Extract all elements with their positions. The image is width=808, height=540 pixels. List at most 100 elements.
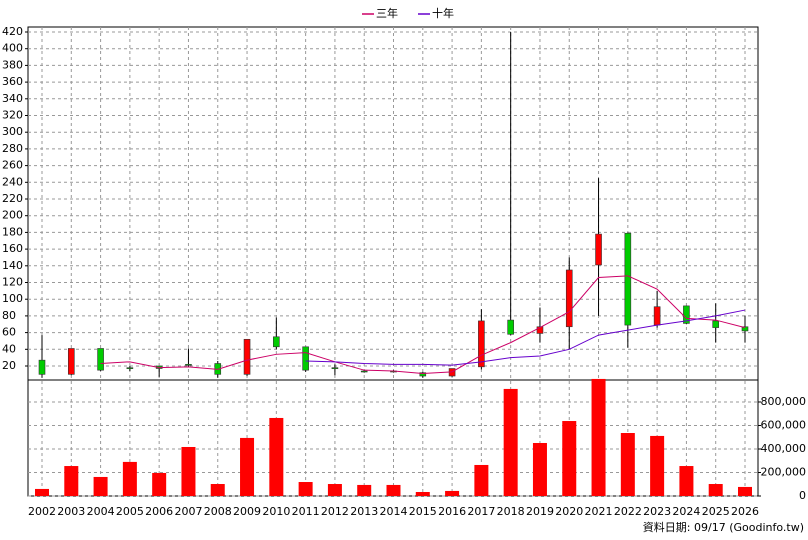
volume-bar [591, 378, 606, 496]
x-tick-label: 2022 [614, 505, 642, 518]
y-tick-label: 160 [2, 242, 23, 255]
candle-body [683, 305, 690, 324]
y-tick-label: 20 [2, 359, 16, 372]
volume-bar [327, 484, 342, 496]
candle-body [360, 370, 368, 373]
y-tick-label: 40 [2, 342, 16, 355]
x-tick-label: 2005 [116, 505, 144, 518]
volume-bar [386, 484, 401, 496]
volume-bar [122, 461, 137, 496]
x-tick-label: 2026 [731, 505, 759, 518]
x-tick-label: 2011 [292, 505, 320, 518]
x-tick-label: 2016 [438, 505, 466, 518]
y-tick-label: 420 [2, 25, 23, 38]
x-tick-label: 2015 [409, 505, 437, 518]
legend-label: 十年 [432, 6, 454, 20]
volume-bar [415, 492, 430, 496]
candle-body [302, 346, 309, 371]
candle-body [243, 338, 251, 375]
volume-bar [445, 490, 460, 496]
y-tick-label: 200 [2, 209, 23, 222]
volume-bar [269, 417, 284, 496]
y-tick-label: 100 [2, 292, 23, 305]
x-tick-label: 2003 [57, 505, 85, 518]
volume-bar [64, 466, 79, 496]
x-tick-label: 2002 [28, 505, 56, 518]
candle-body [595, 233, 602, 266]
x-tick-label: 2019 [526, 505, 554, 518]
y-tick-label: 360 [2, 75, 23, 88]
volume-bar [532, 442, 547, 496]
y2-tick-label: 600,000 [761, 418, 807, 431]
y-tick-label: 240 [2, 175, 23, 188]
x-tick-label: 2012 [321, 505, 349, 518]
volume-bar [181, 446, 196, 496]
x-tick-label: 2009 [233, 505, 261, 518]
x-tick-label: 2017 [467, 505, 495, 518]
volume-bar [620, 433, 635, 496]
x-tick-label: 2025 [702, 505, 730, 518]
ma-line [100, 275, 746, 375]
y2-tick-label: 400,000 [761, 442, 807, 455]
candle-body [507, 319, 514, 335]
x-tick-label: 2004 [87, 505, 115, 518]
y2-tick-label: 0 [799, 489, 806, 502]
y-tick-label: 380 [2, 58, 23, 71]
y-tick-label: 340 [2, 92, 23, 105]
x-tick-label: 2023 [643, 505, 671, 518]
y-tick-label: 260 [2, 159, 23, 172]
y-tick-label: 180 [2, 225, 23, 238]
volume-bar [93, 476, 108, 496]
candle-body [126, 367, 134, 369]
volume-bar [298, 482, 313, 496]
y-tick-label: 140 [2, 259, 23, 272]
x-tick-label: 2014 [380, 505, 408, 518]
y-tick-label: 320 [2, 109, 23, 122]
x-tick-label: 2020 [555, 505, 583, 518]
candle-body [653, 306, 661, 326]
volume-bar [562, 421, 577, 496]
candle-body [478, 320, 485, 368]
volume-bar [357, 484, 372, 496]
volume-bar [503, 388, 518, 496]
volume-bar [474, 464, 489, 496]
volume-bar [650, 435, 665, 496]
volume-bar [240, 437, 255, 496]
candle-body [741, 326, 749, 332]
y-tick-label: 220 [2, 192, 23, 205]
volume-bar [152, 472, 167, 496]
x-tick-label: 2007 [174, 505, 202, 518]
volume-bar [210, 484, 225, 496]
y-tick-label: 60 [2, 326, 16, 339]
x-tick-label: 2008 [204, 505, 232, 518]
candle-body [624, 232, 632, 326]
volume-bar [708, 484, 723, 496]
candle-body [97, 348, 104, 371]
volume-bar [738, 486, 752, 496]
volume-bar [679, 466, 694, 496]
candle-body [565, 269, 573, 328]
y2-tick-label: 200,000 [761, 465, 807, 478]
y2-tick-label: 800,000 [761, 395, 807, 408]
candle-body [67, 348, 75, 375]
y-tick-label: 300 [2, 125, 23, 138]
y-tick-label: 400 [2, 42, 23, 55]
x-tick-label: 2006 [145, 505, 173, 518]
x-tick-label: 2013 [350, 505, 378, 518]
candle-body [712, 320, 720, 328]
x-tick-label: 2018 [497, 505, 525, 518]
y-tick-label: 80 [2, 309, 16, 322]
x-tick-label: 2010 [262, 505, 290, 518]
candle-body [273, 336, 280, 348]
candle-body [419, 372, 427, 377]
candle-body [331, 367, 339, 369]
candle-body [536, 326, 544, 334]
x-tick-label: 2021 [585, 505, 613, 518]
volume-bar [35, 488, 49, 496]
source-note: 資料日期: 09/17 (Goodinfo.tw) [643, 520, 804, 534]
candle-body [185, 364, 192, 366]
candle-body [38, 359, 46, 375]
x-tick-label: 2024 [672, 505, 700, 518]
legend-label: 三年 [376, 6, 398, 20]
